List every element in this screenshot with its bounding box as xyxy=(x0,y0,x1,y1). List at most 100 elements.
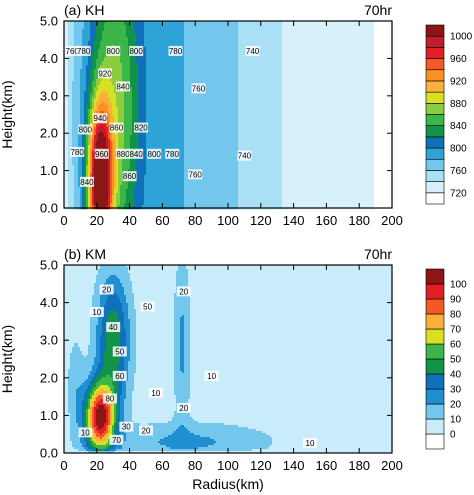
contour-label: 820 xyxy=(134,122,148,133)
x-tick-label: 100 xyxy=(217,213,239,228)
colorbar-swatch xyxy=(425,170,445,182)
contour-label: 70 xyxy=(109,434,124,445)
x-tick-label: 160 xyxy=(316,213,338,228)
y-axis-label: Height(km) xyxy=(0,325,15,393)
contour-label: 20 xyxy=(176,286,191,297)
colorbar-label: 760 xyxy=(450,166,467,177)
colorbar-swatch xyxy=(425,373,445,390)
colorbar-label: 0 xyxy=(450,430,456,441)
contour-label: 800 xyxy=(78,124,93,134)
colorbar-swatch xyxy=(425,91,445,104)
x-tick-label: 200 xyxy=(381,213,403,228)
colorbar-swatch xyxy=(425,24,445,37)
colorbar-kh: 720 760 800 840 880 920 960 1000 xyxy=(425,24,473,205)
y-tick-label: 2.0 xyxy=(40,370,58,385)
contour-label: 780 xyxy=(70,146,84,157)
colorbar-swatch xyxy=(425,358,445,375)
colorbar-label: 1000 xyxy=(450,32,473,43)
contour-label: 940 xyxy=(93,113,107,124)
contour-label: 800 xyxy=(147,148,161,159)
panel-title: (b) KM xyxy=(64,246,106,262)
y-tick-label: 0.0 xyxy=(40,201,58,216)
x-tick-label: 60 xyxy=(155,458,169,473)
colorbar-swatch xyxy=(425,343,445,360)
contour-label: 10 xyxy=(303,437,317,448)
colorbar-label: 30 xyxy=(450,385,462,396)
y-tick-label: 3.0 xyxy=(40,88,58,103)
x-tick-label: 200 xyxy=(381,458,403,473)
panel-kh: 0 20 40 60 80 100 120 140 160 180 200 0.0 1.0 2.0 3.0 4… xyxy=(0,2,403,228)
x-tick-label: 180 xyxy=(348,458,370,473)
x-tick-label: 140 xyxy=(283,213,305,228)
colorbar-swatch xyxy=(425,268,445,285)
contour-label: 20 xyxy=(139,425,153,436)
x-tick-label: 60 xyxy=(155,213,169,228)
x-tick-label: 140 xyxy=(283,458,305,473)
x-tick-label: 120 xyxy=(250,213,272,228)
colorbar-swatch xyxy=(425,433,445,450)
x-tick-label: 80 xyxy=(188,458,202,473)
colorbar-label: 60 xyxy=(450,340,462,351)
panel-km: 0 20 40 60 80 100 120 140 160 180 200 0.0 1.0 2.0 3.0 4… xyxy=(0,246,403,492)
colorbar-swatch xyxy=(425,147,445,160)
contour-label: 10 xyxy=(148,387,163,398)
contour-label: 30 xyxy=(119,421,134,432)
y-tick-label: 1.0 xyxy=(40,408,58,423)
y-tick-label: 2.0 xyxy=(40,126,58,141)
colorbar-swatch xyxy=(425,136,445,149)
colorbar-label: 70 xyxy=(450,325,462,336)
contour-label: 840 xyxy=(79,176,94,187)
x-tick-label: 80 xyxy=(188,213,202,228)
colorbar-label: 50 xyxy=(450,355,462,366)
contour-label: 740 xyxy=(237,150,252,161)
y-tick-label: 4.0 xyxy=(40,51,58,66)
contour-label: 60 xyxy=(112,370,127,381)
contour-label: 860 xyxy=(109,122,124,133)
colorbar-label: 920 xyxy=(450,76,467,87)
colorbar-label: 40 xyxy=(450,370,462,381)
y-tick-label: 1.0 xyxy=(40,163,58,178)
colorbar-swatch xyxy=(425,80,445,93)
contour-label: 80 xyxy=(102,393,117,404)
colorbar-swatch xyxy=(425,403,445,420)
contour-label: 960 xyxy=(94,148,109,159)
x-tick-label: 0 xyxy=(60,213,67,228)
contour-fill xyxy=(64,265,393,454)
x-tick-label: 0 xyxy=(60,458,67,473)
colorbar-swatch xyxy=(425,47,445,59)
contour-label: 880 xyxy=(116,148,130,159)
colorbar-swatch xyxy=(425,388,445,405)
colorbar-swatch xyxy=(425,103,445,115)
colorbar-label: 20 xyxy=(450,400,462,411)
panel-title: (a) KH xyxy=(64,2,104,18)
colorbar-label: 800 xyxy=(450,144,467,155)
x-tick-label: 160 xyxy=(316,458,338,473)
x-tick-label: 120 xyxy=(250,458,272,473)
contour-label: 10 xyxy=(78,427,93,438)
contour-label: 760 xyxy=(188,169,202,180)
contour-label: 780 xyxy=(168,45,183,56)
time-label: 70hr xyxy=(364,246,392,262)
x-tick-label: 20 xyxy=(90,458,104,473)
colorbar-swatch xyxy=(425,298,445,315)
colorbar-swatch xyxy=(425,283,445,300)
contour-label: 780 xyxy=(165,148,179,159)
y-axis-label: Height(km) xyxy=(0,80,15,148)
contour-label: 800 xyxy=(106,45,120,56)
colorbar-swatch xyxy=(425,69,445,82)
y-tick-label: 3.0 xyxy=(40,333,58,348)
colorbar-label: 720 xyxy=(450,188,467,199)
contour-label: 760 xyxy=(65,45,79,56)
x-tick-label: 40 xyxy=(122,213,136,228)
contour-label: 50 xyxy=(140,301,155,312)
colorbar-km: 0 10 20 30 40 50 60 70 80 90 100 xyxy=(425,268,467,450)
x-tick-label: 100 xyxy=(217,458,239,473)
y-tick-label: 0.0 xyxy=(40,446,58,461)
colorbar-label: 880 xyxy=(450,99,467,110)
colorbar-label: 840 xyxy=(450,121,467,132)
contour-label: 40 xyxy=(106,322,121,333)
y-tick-label: 5.0 xyxy=(40,14,58,29)
contour-label: 860 xyxy=(122,171,137,182)
colorbar-swatch xyxy=(425,114,445,126)
